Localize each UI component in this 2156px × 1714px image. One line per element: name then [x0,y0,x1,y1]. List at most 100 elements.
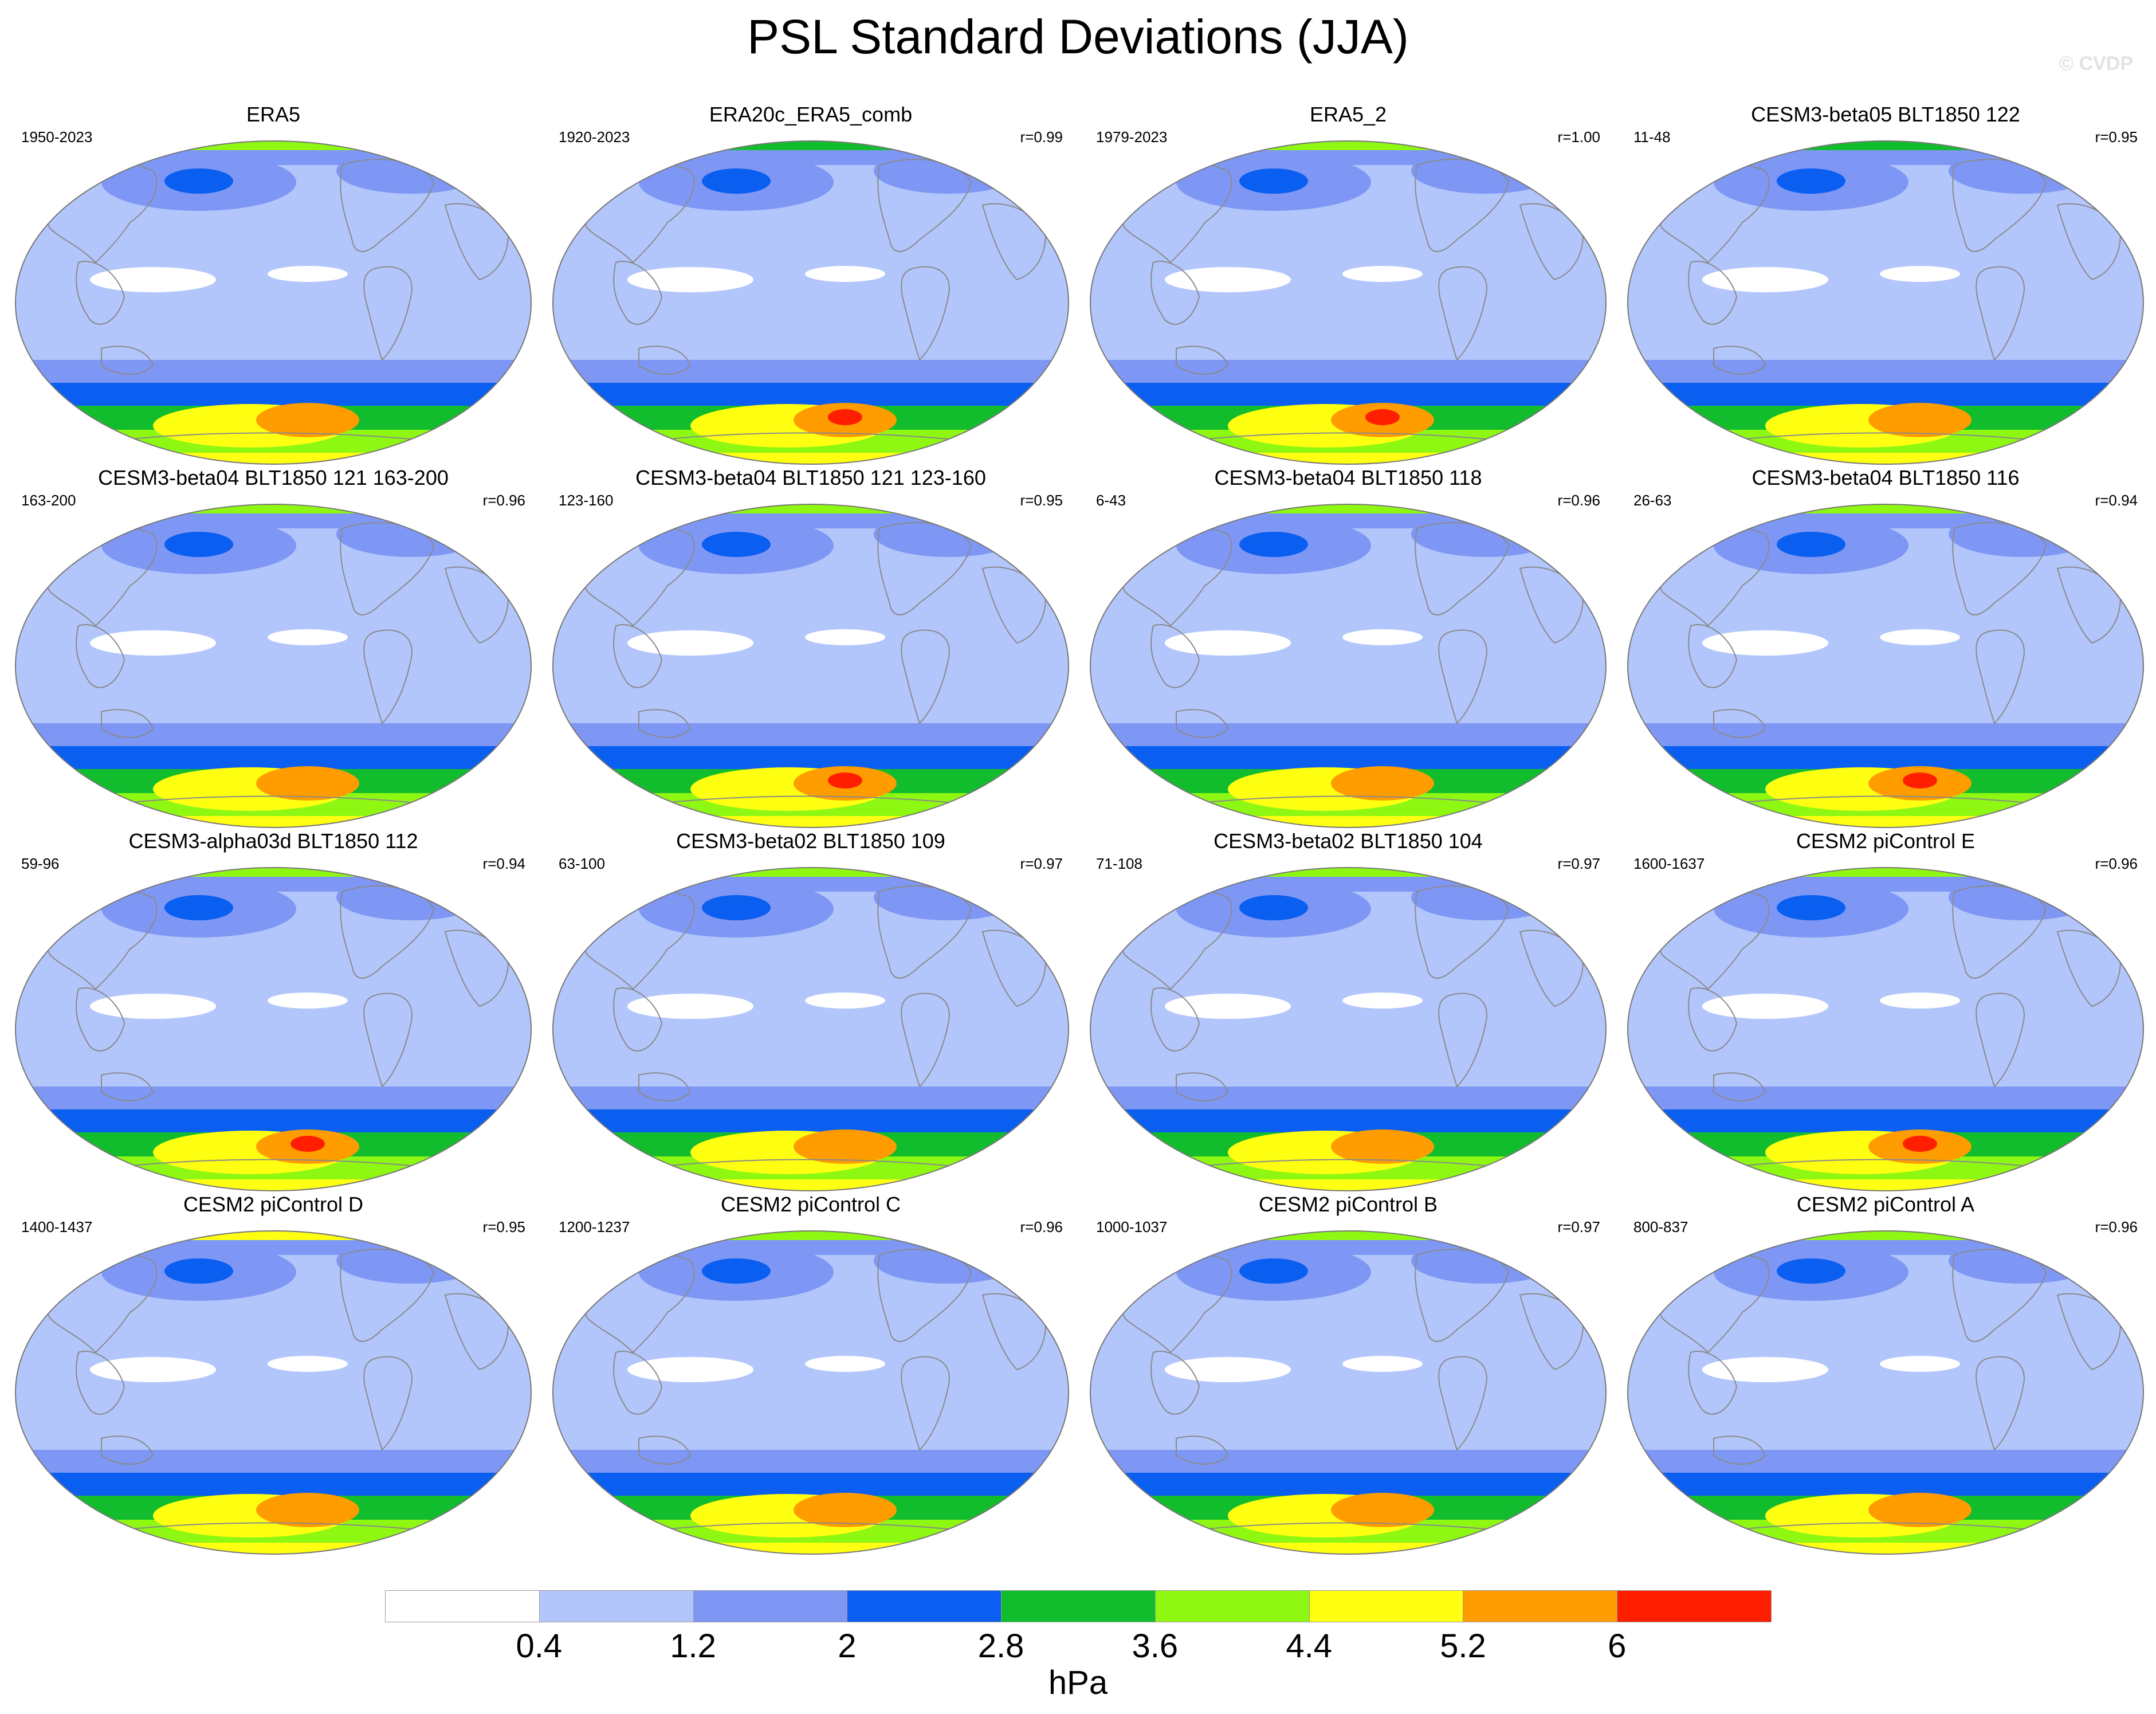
panel-title: ERA20c_ERA5_comb [709,103,913,126]
map-field-tropic-low [268,266,348,282]
panel-title: CESM2 piControl A [1796,1193,1975,1216]
coastline [363,993,413,1088]
map-frame [1090,504,1607,828]
panel-years: 1920-2023 [559,128,630,146]
map-field-tropic-low [627,994,753,1019]
coastline [1519,929,1584,1007]
map-field-south-peak-core [1365,1136,1400,1152]
map-field-npac-core [702,532,771,557]
map-field-arctic-core [553,868,1069,877]
panel-correlation: r=0.96 [1557,492,1600,509]
map-frame [552,867,1069,1191]
panel-title: CESM3-beta04 BLT1850 121 123-160 [635,466,986,489]
coastline [901,629,950,724]
map-panel: CESM3-beta04 BLT1850 121 163-200 163-200 r… [10,465,537,832]
map-frame [15,504,532,828]
map-field-arctic-core [1628,504,2143,513]
map-field-south-peak-core [1365,772,1400,789]
coastline [101,709,154,738]
coastline [1519,1293,1584,1371]
panel-years: 63-100 [559,855,605,872]
map-field-south-peak-core [828,1136,862,1152]
map-frame [1627,140,2144,465]
colorbar-swatch [1154,1590,1310,1622]
coastline [101,1072,154,1101]
map-field-tropic-low [1702,630,1828,656]
coastline [981,203,1047,281]
panel-title: CESM3-beta02 BLT1850 104 [1214,829,1483,853]
coastline [2056,929,2122,1007]
coastline [1150,624,1200,688]
colorbar-tick-label: 6 [1608,1627,1627,1665]
map-field-south-peak-core [828,772,862,789]
coastline [444,1293,509,1371]
robinson-map [1627,504,2144,828]
robinson-map [15,867,532,1191]
map-frame [1090,867,1607,1191]
map-panel: CESM2 piControl A 800-837 r=0.96 [1622,1192,2149,1559]
colorbar-tick-label: 5.2 [1440,1627,1486,1665]
map-field-natl [336,148,485,194]
map-field-tropic-low [805,629,885,645]
map-field-tropic-low [1880,629,1960,645]
coastline [1688,624,1738,688]
map-frame [1627,867,2144,1191]
map-field-arctic-core [1628,1231,2143,1240]
panel-years: 1979-2023 [1096,128,1168,146]
robinson-map [1090,504,1607,828]
colorbar-tick-label: 3.6 [1132,1627,1179,1665]
coastline [638,709,692,738]
map-field-antarctic [1628,1543,2143,1554]
colorbar-tick-label: 2 [838,1627,857,1665]
map-panel: CESM3-beta02 BLT1850 109 63-100 r=0.97 [547,829,1074,1195]
coastline [1438,266,1487,361]
map-panel: CESM2 piControl C 1200-1237 r=0.96 [547,1192,1074,1559]
coastline [981,1293,1047,1371]
map-field-npac-core [702,1258,771,1284]
map-field-npac-core [164,532,233,557]
robinson-map [1627,140,2144,465]
map-field-natl [336,1238,485,1284]
map-field-natl [1411,511,1560,557]
map-field-antarctic [1090,1543,1606,1554]
panel-years: 6-43 [1096,492,1126,509]
robinson-map [1090,1230,1607,1555]
coastline [901,266,950,361]
map-field-tropic-low [627,267,753,292]
map-frame [1090,1230,1607,1555]
panel-title: CESM3-beta02 BLT1850 109 [676,829,945,853]
panel-years: 1600-1637 [1633,855,1705,872]
panel-correlation: r=0.96 [2095,855,2138,872]
panel-title: ERA5 [246,103,301,126]
panel-years: 1200-1237 [559,1218,630,1236]
map-field-npac-core [1239,1258,1308,1284]
robinson-map [552,140,1069,465]
panel-correlation: r=0.97 [1020,855,1063,872]
map-field-south-peak-core [290,1136,325,1152]
panel-title: CESM3-beta04 BLT1850 121 163-200 [98,466,449,489]
map-field-tropic-low [1165,994,1291,1019]
map-field-npac-core [702,168,771,194]
map-field-tropic-low [90,1357,216,1382]
coastline [1176,1435,1229,1465]
coastline [981,566,1047,644]
colorbar-swatch [539,1590,694,1622]
map-field-npac-core [1777,532,1845,557]
coastline [901,1356,950,1451]
panel-correlation: r=0.96 [482,492,525,509]
map-panel: CESM2 piControl E 1600-1637 r=0.96 [1622,829,2149,1195]
colorbar-tick-label: 1.2 [670,1627,716,1665]
coastline [363,266,413,361]
coastline [613,261,663,325]
map-field-tropic-low [1702,1357,1828,1382]
map-field-natl [1949,148,2098,194]
map-field-npac-core [164,168,233,194]
map-field-tropic-low [1342,993,1423,1009]
map-field-tropic-low [805,266,885,282]
panel-correlation: r=0.99 [1020,128,1063,146]
map-field-tropic-low [1165,1357,1291,1382]
panel-correlation: r=0.94 [482,855,525,872]
panel-title: CESM2 piControl B [1258,1193,1438,1216]
coastline [1976,266,2025,361]
map-field-natl [1411,1238,1560,1284]
